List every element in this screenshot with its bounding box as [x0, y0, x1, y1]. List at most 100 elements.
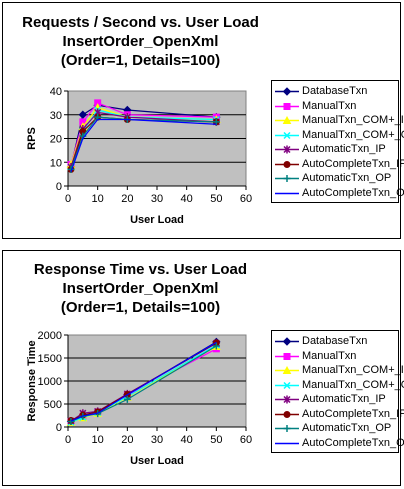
legend-label: AutomaticTxn_IP [302, 143, 386, 155]
legend-marker [283, 131, 291, 139]
legend-label: AutoCompleteTxn_IP [302, 157, 404, 170]
y-tick-label: 0 [56, 181, 62, 193]
rps-legend: DatabaseTxn ManualTxn ManualTxn_COM+_IP Man… [271, 80, 404, 203]
data-point [123, 395, 131, 403]
y-tick-label: 0 [56, 422, 62, 434]
legend-marker [283, 102, 291, 110]
x-tick-label: 20 [121, 434, 133, 446]
legend-label: ManualTxn_COM+_IP [302, 364, 404, 376]
legend-item: DatabaseTxn [272, 84, 398, 99]
data-point [212, 342, 220, 350]
legend-marker [282, 337, 292, 346]
series-AutoCompleteTxn_OP [70, 341, 217, 422]
x-tick-label: 40 [181, 434, 193, 446]
y-tick-label: 1500 [38, 353, 62, 365]
chart-subtitle-line-1: InsertOrder_OpenXml [62, 280, 219, 297]
rps-chart-panel: Requests / Second vs. User Load InsertOr… [2, 2, 404, 239]
legend-item: AutoCompleteTxn_IP [272, 407, 404, 422]
x-tick-label: 30 [151, 434, 163, 446]
legend-item: ManualTxn [272, 99, 398, 114]
legend-swatch [275, 115, 299, 124]
y-axis-label: RPS [26, 127, 38, 150]
data-point [67, 417, 75, 425]
legend-swatch [275, 410, 299, 418]
x-axis-label: User Load [130, 214, 184, 226]
x-tick-label: 20 [121, 193, 133, 205]
legend-marker [283, 381, 291, 389]
series-line [70, 118, 217, 172]
y-tick-label: 10 [50, 157, 62, 169]
legend-label: AutomaticTxn_IP [302, 393, 386, 405]
legend-marker [283, 160, 291, 168]
legend-swatch [275, 192, 299, 194]
x-tick-label: 0 [65, 193, 71, 205]
legend-item: AutomaticTxn_IP [272, 142, 398, 157]
legend-swatch [275, 131, 299, 139]
legend-label: AutoCompleteTxn_IP [302, 407, 404, 420]
response-time-legend: DatabaseTxn ManualTxn ManualTxn_COM+_IP Man… [271, 330, 404, 453]
legend-item: AutomaticTxn_IP [272, 392, 398, 407]
legend-swatch [275, 352, 299, 360]
legend-marker [282, 115, 292, 124]
chart-title-block: Requests / Second vs. User Load InsertOr… [3, 13, 278, 70]
legend-swatch [275, 145, 299, 154]
axes [67, 91, 246, 187]
legend-swatch [275, 442, 299, 444]
legend-item: ManualTxn [272, 349, 398, 364]
axes [67, 335, 246, 428]
x-tick-label: 10 [92, 434, 104, 446]
chart-title: Response Time vs. User Load [33, 261, 248, 278]
legend-marker [283, 145, 291, 154]
response-time-plot: 0 500 1000 1500 2000 0 10 20 30 40 50 60 User Load Re… [26, 330, 252, 467]
x-tick-label: 50 [210, 193, 222, 205]
legend-item: AutomaticTxn_OP [272, 421, 398, 436]
legend-swatch [275, 395, 299, 404]
x-tick-label: 40 [181, 193, 193, 205]
response-time-chart-panel: Response Time vs. User Load InsertOrder_… [2, 250, 404, 486]
legend-label: ManualTxn [302, 99, 357, 112]
legend-item: ManualTxn_COM+_OP [272, 128, 404, 143]
x-tick-label: 60 [240, 193, 252, 205]
legend-label: AutoCompleteTxn_OP [302, 436, 404, 449]
y-tick-label: 40 [50, 86, 62, 98]
legend-label: DatabaseTxn [302, 85, 368, 97]
legend-swatch [275, 102, 299, 110]
legend-label: AutoCompleteTxn_OP [302, 186, 404, 199]
x-tick-label: 50 [210, 434, 222, 446]
legend-marker [282, 87, 292, 96]
x-tick-label: 0 [65, 434, 71, 446]
legend-label: ManualTxn_COM+_OP [302, 128, 404, 141]
legend-swatch [275, 425, 299, 432]
legend-label: DatabaseTxn [302, 335, 368, 347]
legend-swatch [275, 175, 299, 182]
x-tick-label: 10 [92, 193, 104, 205]
legend-item: ManualTxn_COM+_IP [272, 363, 404, 378]
rps-plot: 0 10 20 30 40 0 10 20 30 40 50 60 User Load RPS [26, 86, 252, 226]
legend-item: ManualTxn_COM+_OP [272, 378, 404, 393]
legend-item: AutoCompleteTxn_OP [272, 436, 404, 451]
legend-label: ManualTxn_COM+_OP [302, 378, 404, 391]
y-tick-label: 20 [50, 134, 62, 146]
chart-subtitle-line-2: (Order=1, Details=100) [60, 52, 221, 69]
legend-swatch [275, 337, 299, 346]
y-axis-label: Response Time [26, 340, 38, 421]
legend-label: AutomaticTxn_OP [302, 172, 392, 184]
y-tick-label: 500 [44, 399, 62, 411]
y-tick-label: 30 [50, 110, 62, 122]
legend-label: AutomaticTxn_OP [302, 422, 392, 434]
chart-subtitle-line-1: InsertOrder_OpenXml [62, 33, 219, 50]
legend-swatch [275, 87, 299, 96]
x-axis-label: User Load [130, 455, 184, 467]
y-tick-label: 1000 [38, 376, 62, 388]
legend-marker [283, 395, 291, 404]
legend-label: ManualTxn [302, 349, 357, 362]
legend-item: AutomaticTxn_OP [272, 171, 398, 186]
series-AutoCompleteTxn_OP [70, 118, 217, 172]
legend-item: AutoCompleteTxn_IP [272, 157, 404, 172]
legend-marker [283, 425, 291, 432]
legend-marker [282, 365, 292, 374]
chart-title: Requests / Second vs. User Load [22, 14, 259, 31]
legend-swatch [275, 381, 299, 389]
legend-marker [283, 410, 291, 418]
legend-swatch [275, 365, 299, 374]
